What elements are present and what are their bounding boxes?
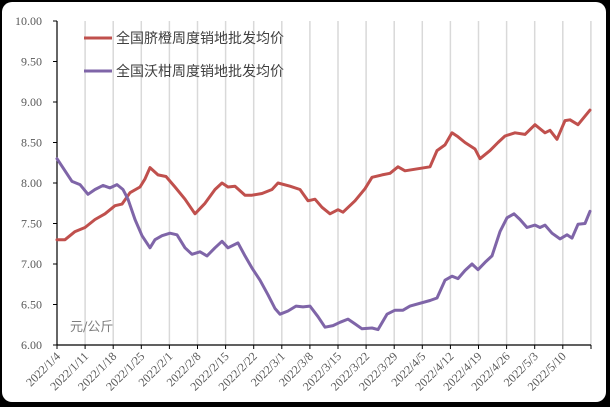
x-axis: 2022/1/42022/1/112022/1/182022/1/252022/… — [23, 344, 592, 394]
legend-label-mandarin: 全国沃柑周度销地批发均价 — [116, 63, 284, 80]
y-tick-label: 8.50 — [21, 136, 42, 150]
legend: 全国脐橙周度销地批发均价 全国沃柑周度销地批发均价 — [84, 30, 284, 80]
series-line-navel-orange — [55, 108, 592, 242]
y-tick-label: 9.50 — [21, 55, 42, 69]
chart-frame — [2, 2, 606, 402]
y-tick-label: 8.00 — [21, 176, 42, 190]
y-axis: 6.00 6.50 7.00 7.50 8.00 8.50 9.00 9.50 10.00 — [15, 14, 58, 352]
series-line-mandarin — [55, 157, 592, 332]
legend-label-navel-orange: 全国脐橙周度销地批发均价 — [116, 30, 284, 47]
unit-label: 元/公斤 — [70, 320, 113, 335]
y-tick-label: 7.00 — [21, 257, 42, 271]
y-tick-label: 7.50 — [21, 217, 42, 231]
vertical-gridlines — [84, 21, 592, 345]
y-tick-label: 10.00 — [15, 14, 42, 28]
y-tick-label: 9.00 — [21, 95, 42, 109]
y-tick-label: 6.00 — [21, 338, 42, 352]
data-series — [55, 108, 592, 332]
y-tick-label: 6.50 — [21, 298, 42, 312]
